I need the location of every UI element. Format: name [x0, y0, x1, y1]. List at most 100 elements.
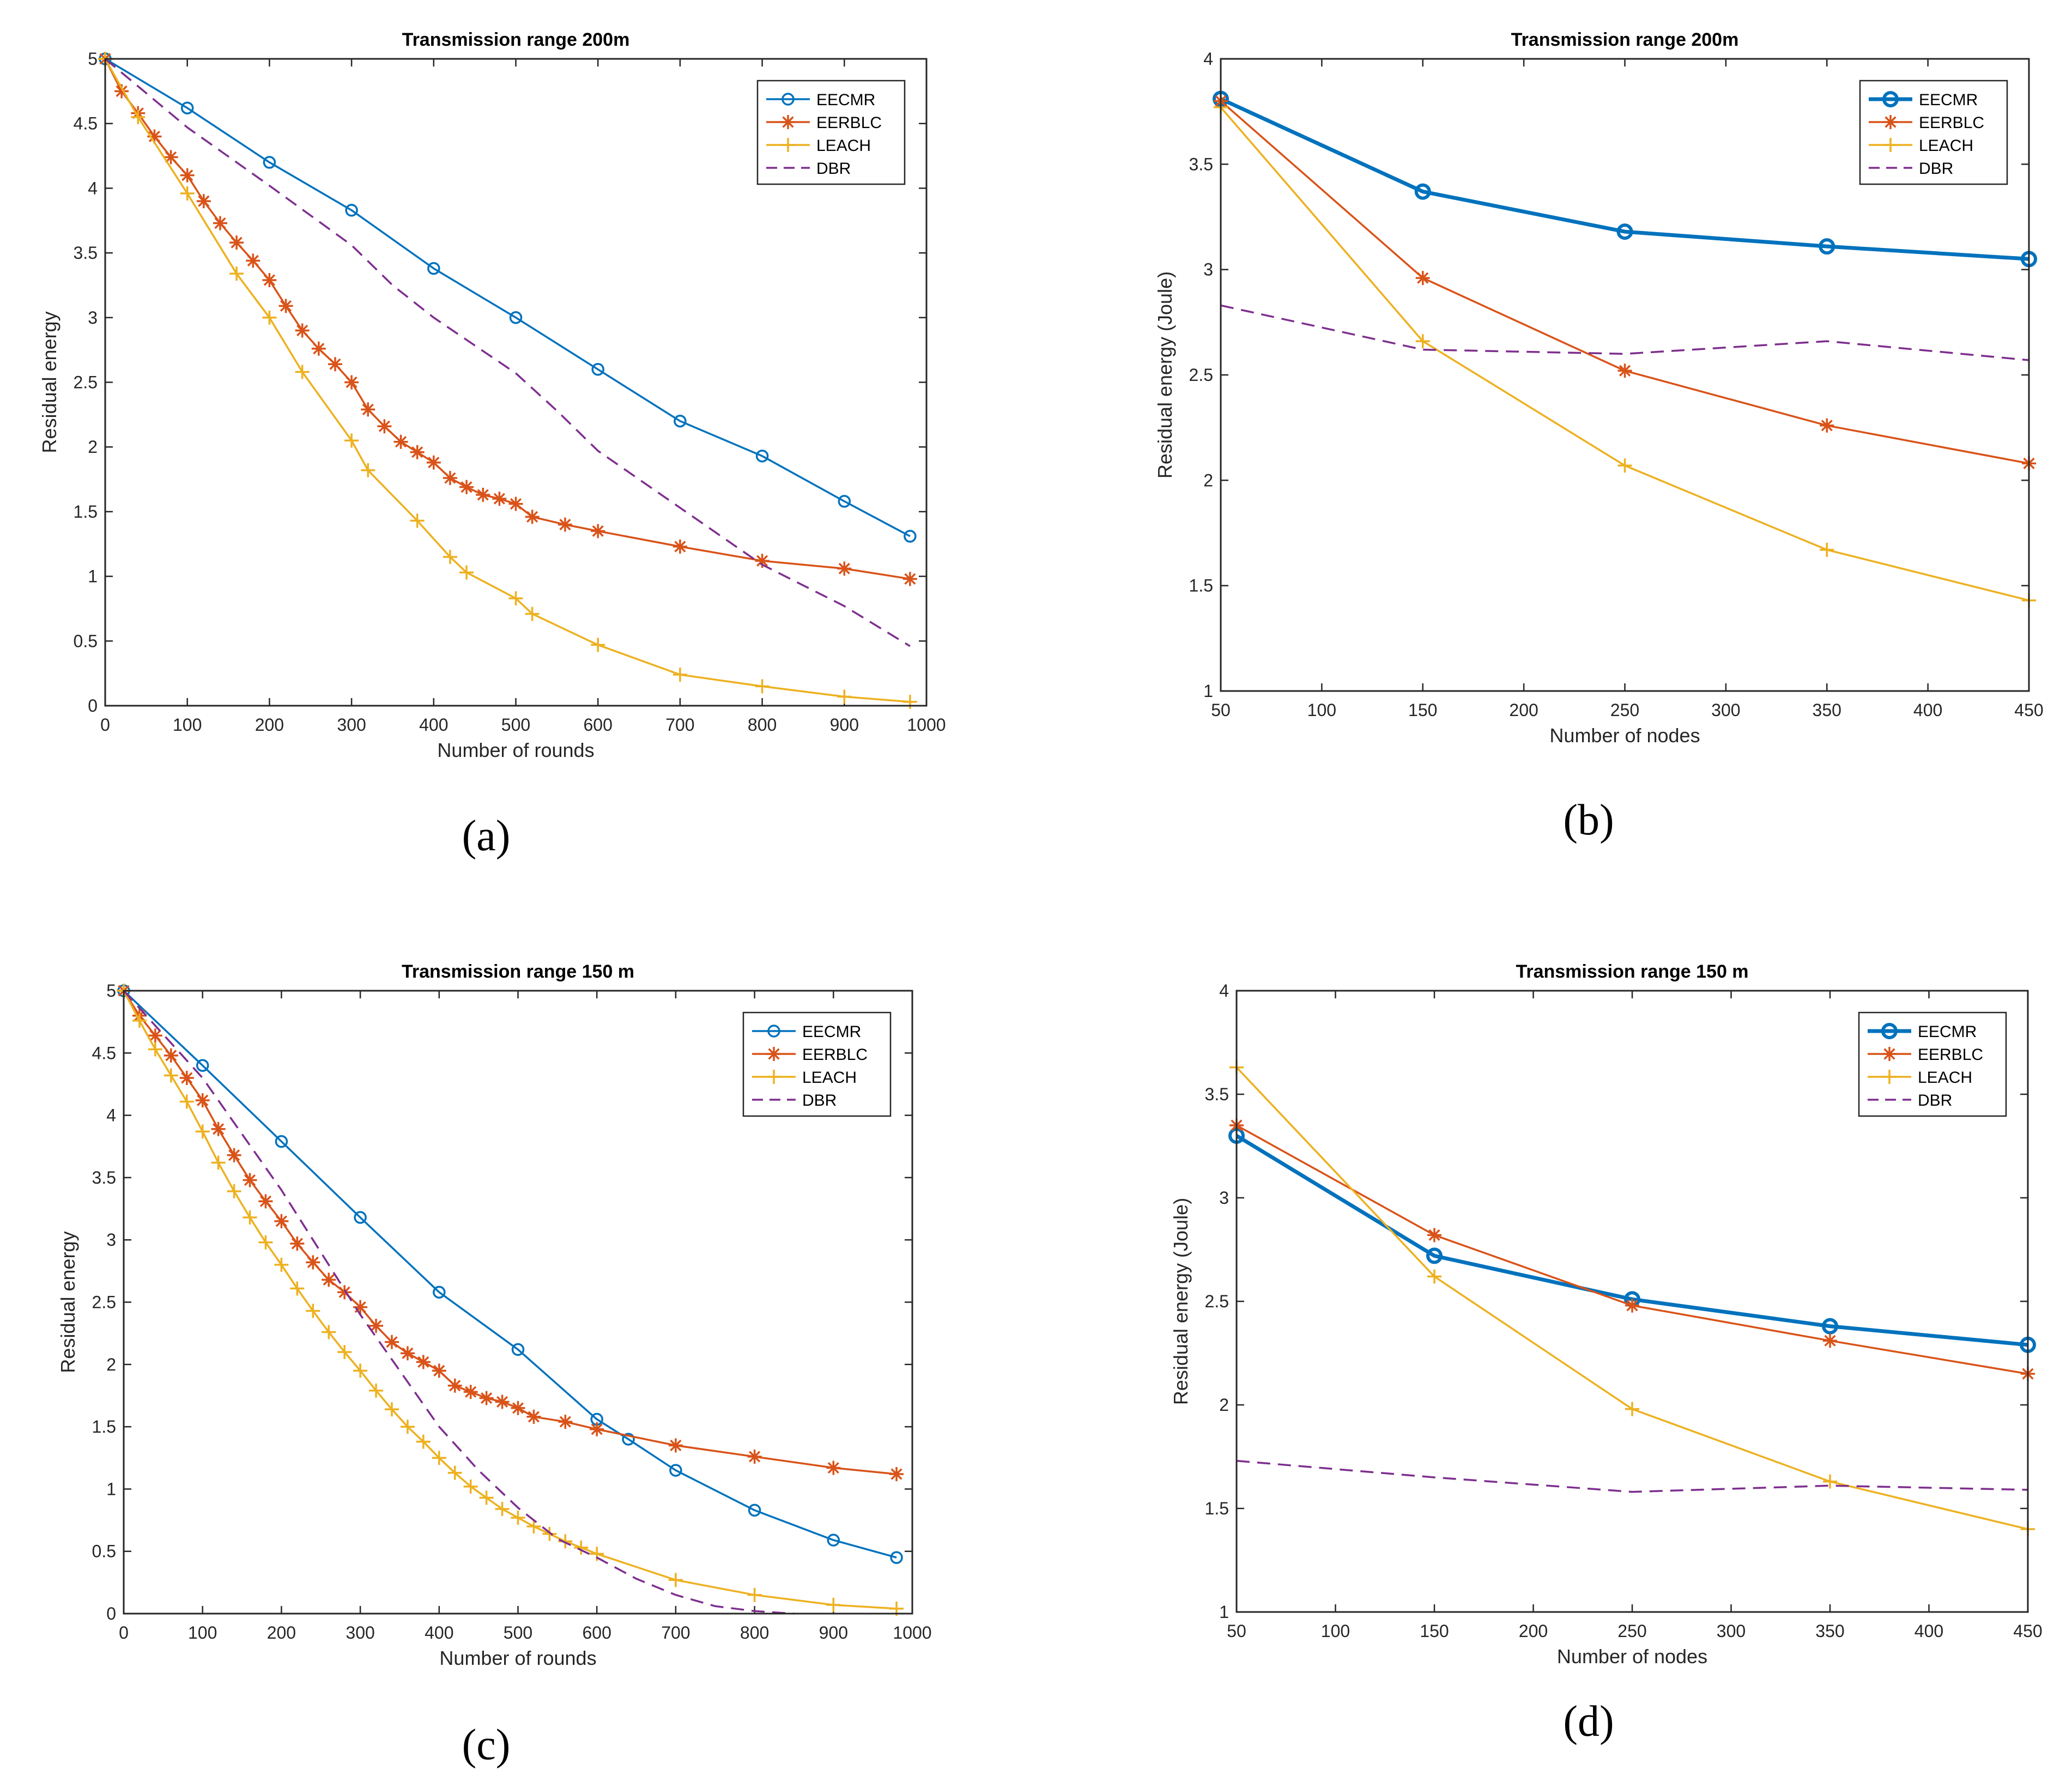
data-point-eerblc — [508, 496, 523, 511]
y-tick-label: 1.5 — [1205, 1499, 1229, 1518]
data-point-eerblc — [558, 517, 572, 532]
panel-caption-b: (b) — [1563, 796, 1614, 844]
y-tick-label: 3 — [1203, 260, 1213, 280]
data-point-eerblc — [591, 524, 605, 538]
data-point-eecmr — [1616, 223, 1633, 240]
series-line-dbr — [104, 58, 911, 647]
x-tick-label: 350 — [1813, 700, 1841, 720]
series-line-eecmr — [105, 58, 911, 537]
series-dbr — [123, 990, 795, 1615]
legend-label-dbr: DBR — [1918, 1092, 1952, 1110]
x-tick-label: 1000 — [893, 1623, 931, 1642]
data-point-leach — [1820, 542, 1834, 557]
data-point-eerblc — [258, 1194, 273, 1209]
y-tick-label: 3 — [88, 308, 98, 328]
x-tick-label: 200 — [267, 1623, 296, 1642]
x-tick-label: 300 — [1717, 1621, 1746, 1641]
y-tick-label: 2.5 — [1189, 365, 1213, 385]
data-point-eerblc — [1625, 1298, 1639, 1313]
data-point-eerblc — [369, 1318, 384, 1333]
series-leach — [98, 52, 917, 709]
x-tick-label: 600 — [583, 1623, 611, 1642]
data-point-eerblc — [295, 323, 310, 338]
data-point-eerblc — [511, 1401, 525, 1415]
y-tick-label: 4 — [1203, 49, 1213, 69]
data-point-leach — [902, 694, 917, 709]
y-tick-label: 2.5 — [74, 373, 98, 392]
data-point-eecmr — [354, 1211, 367, 1224]
data-point-leach — [132, 1013, 147, 1028]
data-point-eecmr — [838, 495, 851, 508]
data-point-eerblc — [278, 299, 293, 313]
data-point-eerblc — [476, 488, 490, 502]
legend-label-eecmr: EECMR — [1919, 91, 1978, 109]
x-tick-label: 400 — [1913, 700, 1942, 720]
data-point-eerblc — [443, 471, 457, 486]
legend-marker-eerblc — [1882, 1047, 1897, 1061]
data-point-leach — [258, 1235, 273, 1250]
data-point-eecmr — [196, 1059, 209, 1072]
x-tick-label: 700 — [661, 1623, 690, 1642]
x-tick-label: 100 — [188, 1623, 217, 1642]
data-point-eecmr — [904, 530, 917, 543]
legend-label-eecmr: EECMR — [816, 91, 875, 109]
chart-panel-c: Transmission range 150 m0 100 200 300 400 500… — [57, 961, 932, 1669]
chart-title: Transmission range 150 m — [1516, 961, 1748, 982]
x-tick-label: 150 — [1408, 700, 1437, 720]
data-point-eerblc — [384, 1335, 399, 1349]
legend-marker-eerblc — [767, 1047, 781, 1061]
y-tick-label: 5 — [106, 981, 116, 1001]
data-point-leach — [410, 513, 425, 528]
y-tick-label: 4 — [1219, 981, 1229, 1001]
data-point-eerblc — [353, 1300, 368, 1314]
data-point-eerblc — [492, 492, 507, 506]
x-tick-label: 200 — [1519, 1621, 1548, 1641]
data-point-eerblc — [463, 1385, 478, 1399]
data-point-eerblc — [229, 235, 244, 250]
legend-marker-eecmr — [781, 93, 795, 106]
data-point-leach — [511, 1510, 525, 1525]
x-tick-label: 400 — [1915, 1621, 1943, 1641]
data-point-leach — [826, 1598, 841, 1612]
legend-label-eerblc: EERBLC — [816, 114, 882, 132]
data-point-eecmr — [1426, 1247, 1443, 1264]
data-point-leach — [344, 433, 359, 448]
y-axis-label: Residual energy (Joule) — [1154, 271, 1176, 478]
legend: EECMR EERBLC LEACH DBR — [1859, 80, 2008, 185]
data-point-eerblc — [377, 419, 392, 434]
x-axis-label: Number of rounds — [437, 739, 594, 761]
x-tick-label: 0 — [100, 715, 110, 735]
data-point-eerblc — [180, 168, 195, 183]
x-tick-label: 300 — [346, 1623, 374, 1642]
x-tick-label: 600 — [584, 715, 613, 735]
data-point-eecmr — [827, 1534, 840, 1547]
legend-label-dbr: DBR — [1919, 160, 1953, 178]
data-point-leach — [1617, 458, 1632, 473]
axes-frame — [104, 58, 928, 707]
y-axis-label: Residual energy (Joule) — [1170, 1198, 1192, 1405]
x-tick-label: 900 — [830, 715, 859, 735]
legend-label-eecmr: EECMR — [1918, 1023, 1977, 1041]
chart-panel-d: Transmission range 150 m 50 100 150 200 250 30… — [1170, 961, 2043, 1668]
x-tick-label: 50 — [1211, 700, 1231, 720]
y-tick-label: 2 — [106, 1355, 116, 1374]
data-point-leach — [384, 1402, 399, 1417]
data-point-eerblc — [163, 1048, 178, 1063]
data-point-eerblc — [361, 402, 375, 417]
legend-marker-eecmr — [767, 1025, 780, 1038]
x-axis-label: Number of nodes — [1549, 724, 1700, 747]
data-point-leach — [432, 1451, 446, 1465]
data-point-eerblc — [1415, 271, 1430, 286]
data-point-leach — [337, 1344, 352, 1359]
data-point-eerblc — [1427, 1228, 1441, 1242]
x-tick-label: 400 — [425, 1623, 453, 1642]
y-tick-label: 3.5 — [1205, 1084, 1229, 1104]
data-point-eecmr — [1819, 238, 1835, 255]
y-tick-label: 2 — [1203, 470, 1213, 490]
data-point-leach — [163, 1068, 178, 1083]
chart-title: Transmission range 200m — [402, 29, 630, 50]
data-point-leach — [369, 1383, 384, 1398]
data-point-eerblc — [147, 129, 162, 144]
data-point-leach — [508, 591, 523, 605]
data-point-eerblc — [1823, 1334, 1837, 1348]
